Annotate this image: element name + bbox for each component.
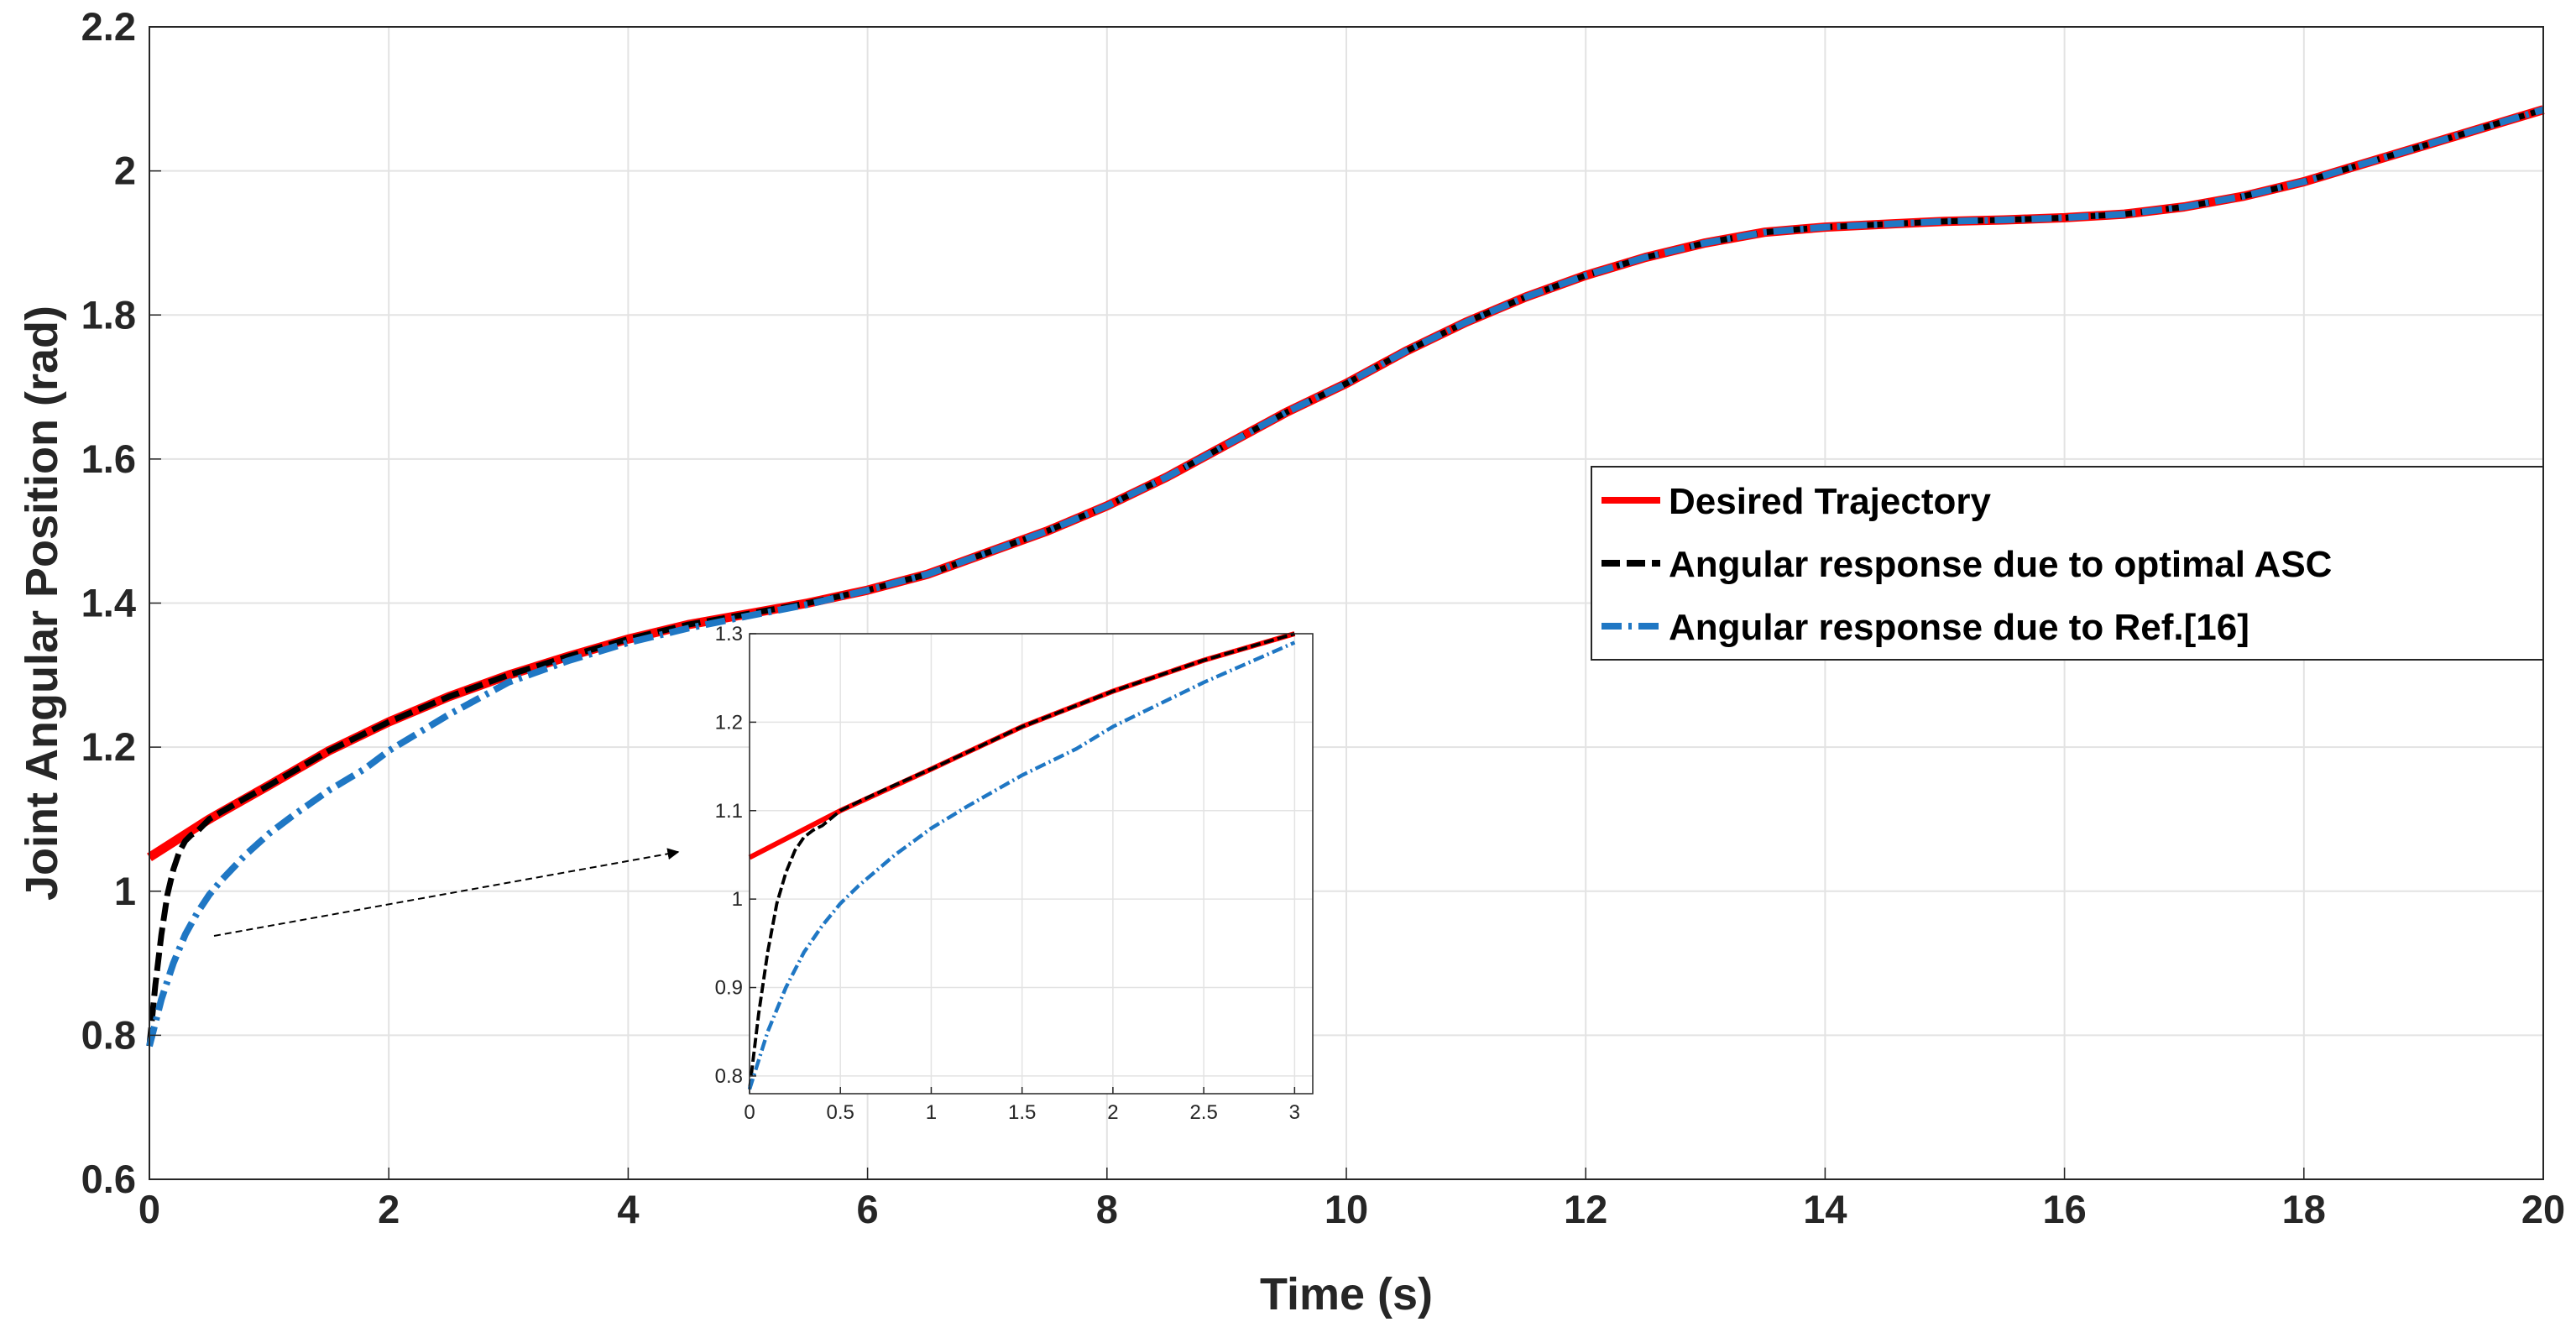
x-tick-label: 14 (1803, 1187, 1847, 1231)
inset-x-tick-label: 3 (1289, 1101, 1300, 1124)
inset-x-tick-label: 2.5 (1189, 1101, 1217, 1124)
main-tick-labels: 0 2 4 6 8 10 12 14 16 18 200.60.811.21.41.61.822.2 (81, 4, 2565, 1231)
inset-x-tick-label: 2 (1107, 1101, 1118, 1124)
inset-y-tick-label: 1.2 (715, 711, 743, 734)
inset-y-tick-label: 1.3 (715, 623, 743, 645)
inset-x-tick-label: 1 (926, 1101, 937, 1124)
inset-y-tick-label: 0.9 (715, 977, 743, 1000)
inset-background (750, 634, 1313, 1094)
inset-x-tick-label: 0 (744, 1101, 755, 1124)
inset-x-tick-label: 1.5 (1008, 1101, 1036, 1124)
legend-label-desired: Desired Trajectory (1669, 481, 1991, 522)
y-tick-label: 1.2 (81, 724, 136, 769)
x-tick-label: 18 (2282, 1187, 2326, 1231)
y-tick-label: 1 (114, 869, 136, 913)
legend-label-asc: Angular response due to optimal ASC (1669, 544, 2332, 585)
x-tick-label: 16 (2042, 1187, 2086, 1231)
y-tick-label: 1.4 (81, 581, 136, 625)
inset-y-tick-label: 0.8 (715, 1065, 743, 1088)
x-tick-label: 20 (2521, 1187, 2565, 1231)
y-tick-label: 2 (114, 149, 136, 193)
inset-x-tick-label: 0.5 (827, 1101, 854, 1124)
x-tick-label: 0 (138, 1187, 160, 1231)
x-tick-label: 4 (617, 1187, 639, 1231)
legend-label-ref16: Angular response due to Ref.[16] (1669, 607, 2249, 648)
y-tick-label: 1.6 (81, 436, 136, 481)
y-tick-label: 2.2 (81, 4, 136, 49)
legend-box (1591, 466, 2544, 661)
y-axis-label: Joint Angular Position (rad) (17, 306, 67, 901)
legend: Desired Trajectory Angular response due … (1591, 466, 2544, 661)
series-ref16 (146, 106, 2545, 1048)
x-tick-label: 10 (1325, 1187, 1368, 1231)
y-tick-label: 1.8 (81, 292, 136, 337)
inset-frame (749, 633, 1314, 1095)
x-tick-label: 12 (1564, 1187, 1607, 1231)
main-series (146, 105, 2545, 1048)
x-tick-label: 8 (1096, 1187, 1118, 1231)
inset-series (747, 631, 1296, 1090)
inset-tick-labels: 0 0.5 1 1.5 2 2.5 3 0.8 0.9 1 1.1 1.2 1.3 (715, 623, 1300, 1124)
inset-series-optimal-asc (748, 632, 1295, 1089)
x-tick-label: 6 (857, 1187, 879, 1231)
y-tick-label: 0.8 (81, 1012, 136, 1057)
x-axis-label: Time (s) (1260, 1269, 1433, 1319)
x-tick-label: 2 (378, 1187, 400, 1231)
inset-zoom-plot: 0 0.5 1 1.5 2 2.5 3 0.8 0.9 1 1.1 1.2 1.3 (715, 623, 1314, 1124)
inset-y-tick-label: 1.1 (715, 800, 743, 823)
inset-y-tick-label: 1 (732, 888, 743, 911)
zoom-arrow (213, 848, 680, 937)
y-tick-label: 0.6 (81, 1157, 136, 1201)
